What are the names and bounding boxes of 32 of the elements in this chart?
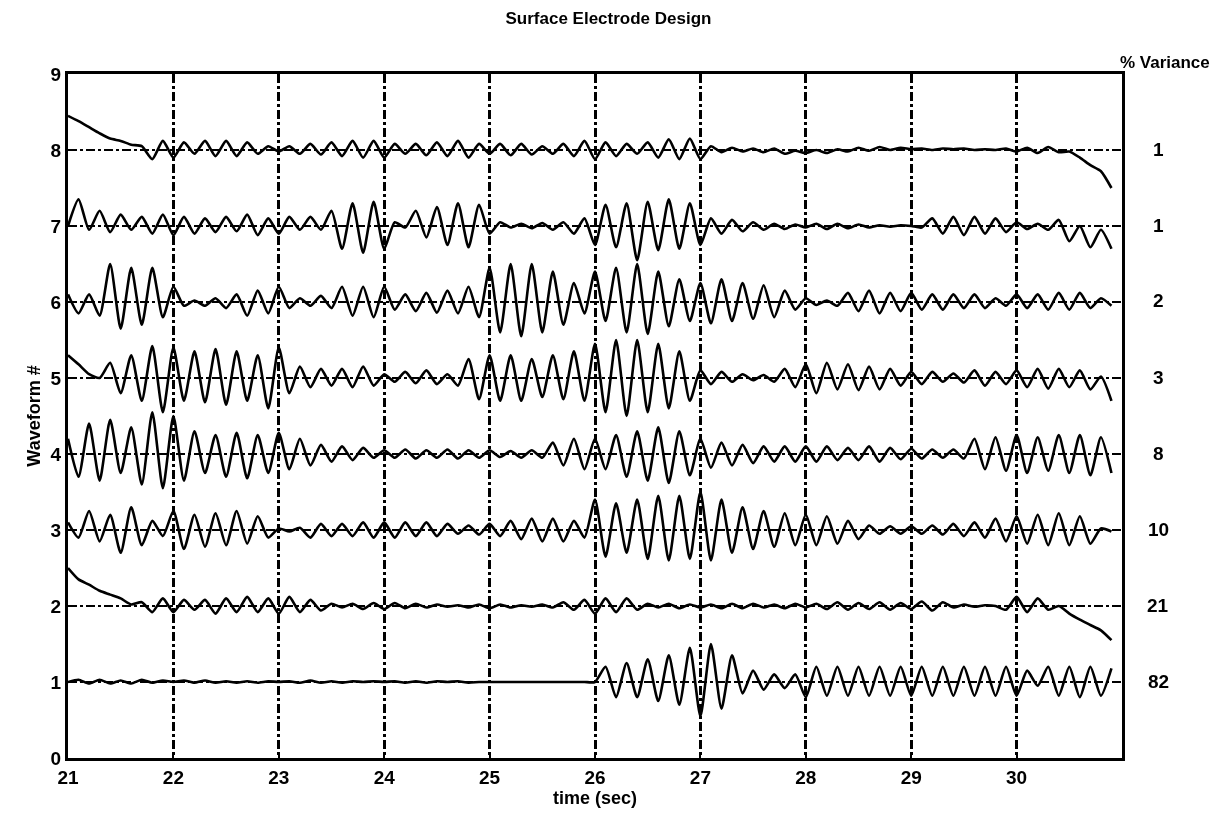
y-tick-label: 6 bbox=[50, 291, 62, 313]
x-tick-label: 24 bbox=[373, 766, 396, 788]
y-tick-label: 5 bbox=[50, 367, 62, 389]
series-label: 82 bbox=[1148, 671, 1170, 692]
x-tick-label: 21 bbox=[57, 766, 79, 788]
series-label: 10 bbox=[1148, 519, 1170, 540]
x-tick-label: 26 bbox=[584, 766, 606, 788]
y-tick-label: 1 bbox=[50, 671, 62, 693]
x-tick-label: 29 bbox=[900, 766, 922, 788]
legend-title: % Variance bbox=[1120, 53, 1210, 72]
x-tick-label: 27 bbox=[689, 766, 711, 788]
x-tick-label: 30 bbox=[1006, 766, 1028, 788]
y-axis-title: Waveform # bbox=[23, 365, 44, 467]
text: 1 bbox=[1153, 215, 1164, 236]
x-tick-label: 28 bbox=[795, 766, 817, 788]
y-tick-label: 9 bbox=[50, 63, 62, 85]
y-tick-label: 0 bbox=[50, 747, 62, 769]
x-axis-title: time (sec) bbox=[552, 787, 638, 808]
text: 8 bbox=[1153, 443, 1164, 464]
text: 3 bbox=[1153, 367, 1164, 388]
text: 2 bbox=[1153, 290, 1164, 311]
y-tick-label: 2 bbox=[50, 595, 62, 617]
chart-title: Surface Electrode Design bbox=[505, 9, 712, 29]
text: 1 bbox=[1153, 139, 1164, 160]
x-tick-label: 23 bbox=[268, 766, 290, 788]
y-tick-label: 8 bbox=[50, 139, 62, 161]
y-tick-label: 4 bbox=[50, 443, 62, 465]
y-tick-label: 3 bbox=[50, 519, 62, 541]
text: 21 bbox=[1147, 595, 1169, 616]
x-tick-label: 25 bbox=[479, 766, 501, 788]
y-tick-label: 7 bbox=[50, 215, 62, 237]
x-tick-label: 22 bbox=[162, 766, 184, 788]
